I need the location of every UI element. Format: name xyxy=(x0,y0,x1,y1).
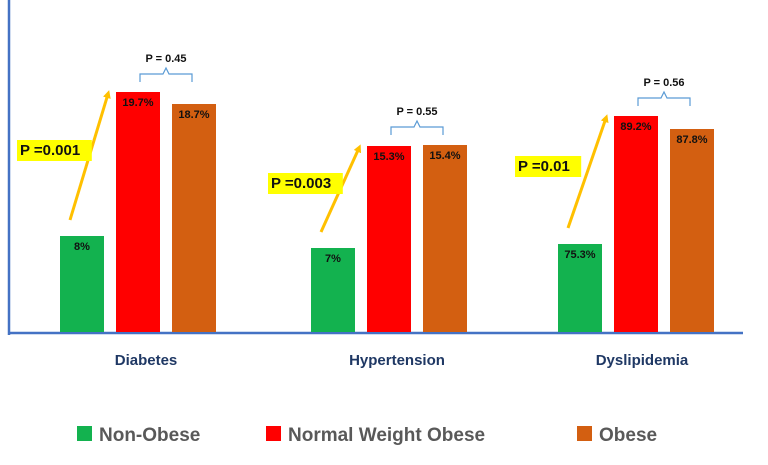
significance-label-dyslipidemia: P =0.01 xyxy=(518,158,570,175)
bar-diabetes-obese xyxy=(172,104,216,332)
bar-diabetes-non-obese xyxy=(60,236,104,332)
data-label-diabetes-non-obese: 8% xyxy=(74,241,90,253)
bar-hypertension-obese xyxy=(423,145,467,332)
data-label-dyslipidemia-non-obese: 75.3% xyxy=(564,249,595,261)
data-label-dyslipidemia-obese: 87.8% xyxy=(676,134,707,146)
data-label-hypertension-non-obese: 7% xyxy=(325,253,341,265)
data-label-hypertension-obese: 15.4% xyxy=(429,150,460,162)
legend-swatch-obese xyxy=(577,426,592,441)
category-label-hypertension: Hypertension xyxy=(349,352,445,369)
legend-label-obese: Obese xyxy=(599,425,657,446)
legend-swatch-non-obese xyxy=(77,426,92,441)
bracket-dyslipidemia xyxy=(637,90,691,106)
bar-dyslipidemia-normal-weight-obese xyxy=(614,116,658,332)
significance-label-diabetes: P =0.001 xyxy=(20,142,80,159)
data-label-hypertension-normal-weight-obese: 15.3% xyxy=(373,151,404,163)
bar-dyslipidemia-non-obese xyxy=(558,244,602,332)
data-label-diabetes-normal-weight-obese: 19.7% xyxy=(122,97,153,109)
significance-label-hypertension: P =0.003 xyxy=(271,175,331,192)
data-label-dyslipidemia-normal-weight-obese: 89.2% xyxy=(620,121,651,133)
legend: Non-Obese Normal Weight Obese Obese xyxy=(77,425,657,446)
bar-diabetes-normal-weight-obese xyxy=(116,92,160,332)
bracket-diabetes xyxy=(139,66,193,82)
legend-label-normal-weight-obese: Normal Weight Obese xyxy=(288,425,485,446)
legend-swatch-normal-weight-obese xyxy=(266,426,281,441)
legend-label-non-obese: Non-Obese xyxy=(99,425,200,446)
arrow-dyslipidemia xyxy=(566,114,609,229)
data-label-diabetes-obese: 18.7% xyxy=(178,109,209,121)
bracket-p-value-diabetes: P = 0.45 xyxy=(145,53,186,65)
bar-dyslipidemia-obese xyxy=(670,129,714,332)
bracket-p-value-hypertension: P = 0.55 xyxy=(396,106,437,118)
chart-marks: 8% 19.7% 18.7% Diabetes P = 0.45 P =0.001 7% 15… xyxy=(17,53,714,369)
category-label-diabetes: Diabetes xyxy=(115,352,178,369)
bracket-hypertension xyxy=(390,119,444,135)
significance-highlight-hypertension xyxy=(268,173,343,194)
bar-hypertension-non-obese xyxy=(311,248,355,332)
category-label-dyslipidemia: Dyslipidemia xyxy=(596,352,689,369)
bracket-p-value-dyslipidemia: P = 0.56 xyxy=(643,77,684,89)
significance-highlight-dyslipidemia xyxy=(515,156,582,177)
bar-hypertension-normal-weight-obese xyxy=(367,146,411,332)
significance-highlight-diabetes xyxy=(17,140,92,161)
